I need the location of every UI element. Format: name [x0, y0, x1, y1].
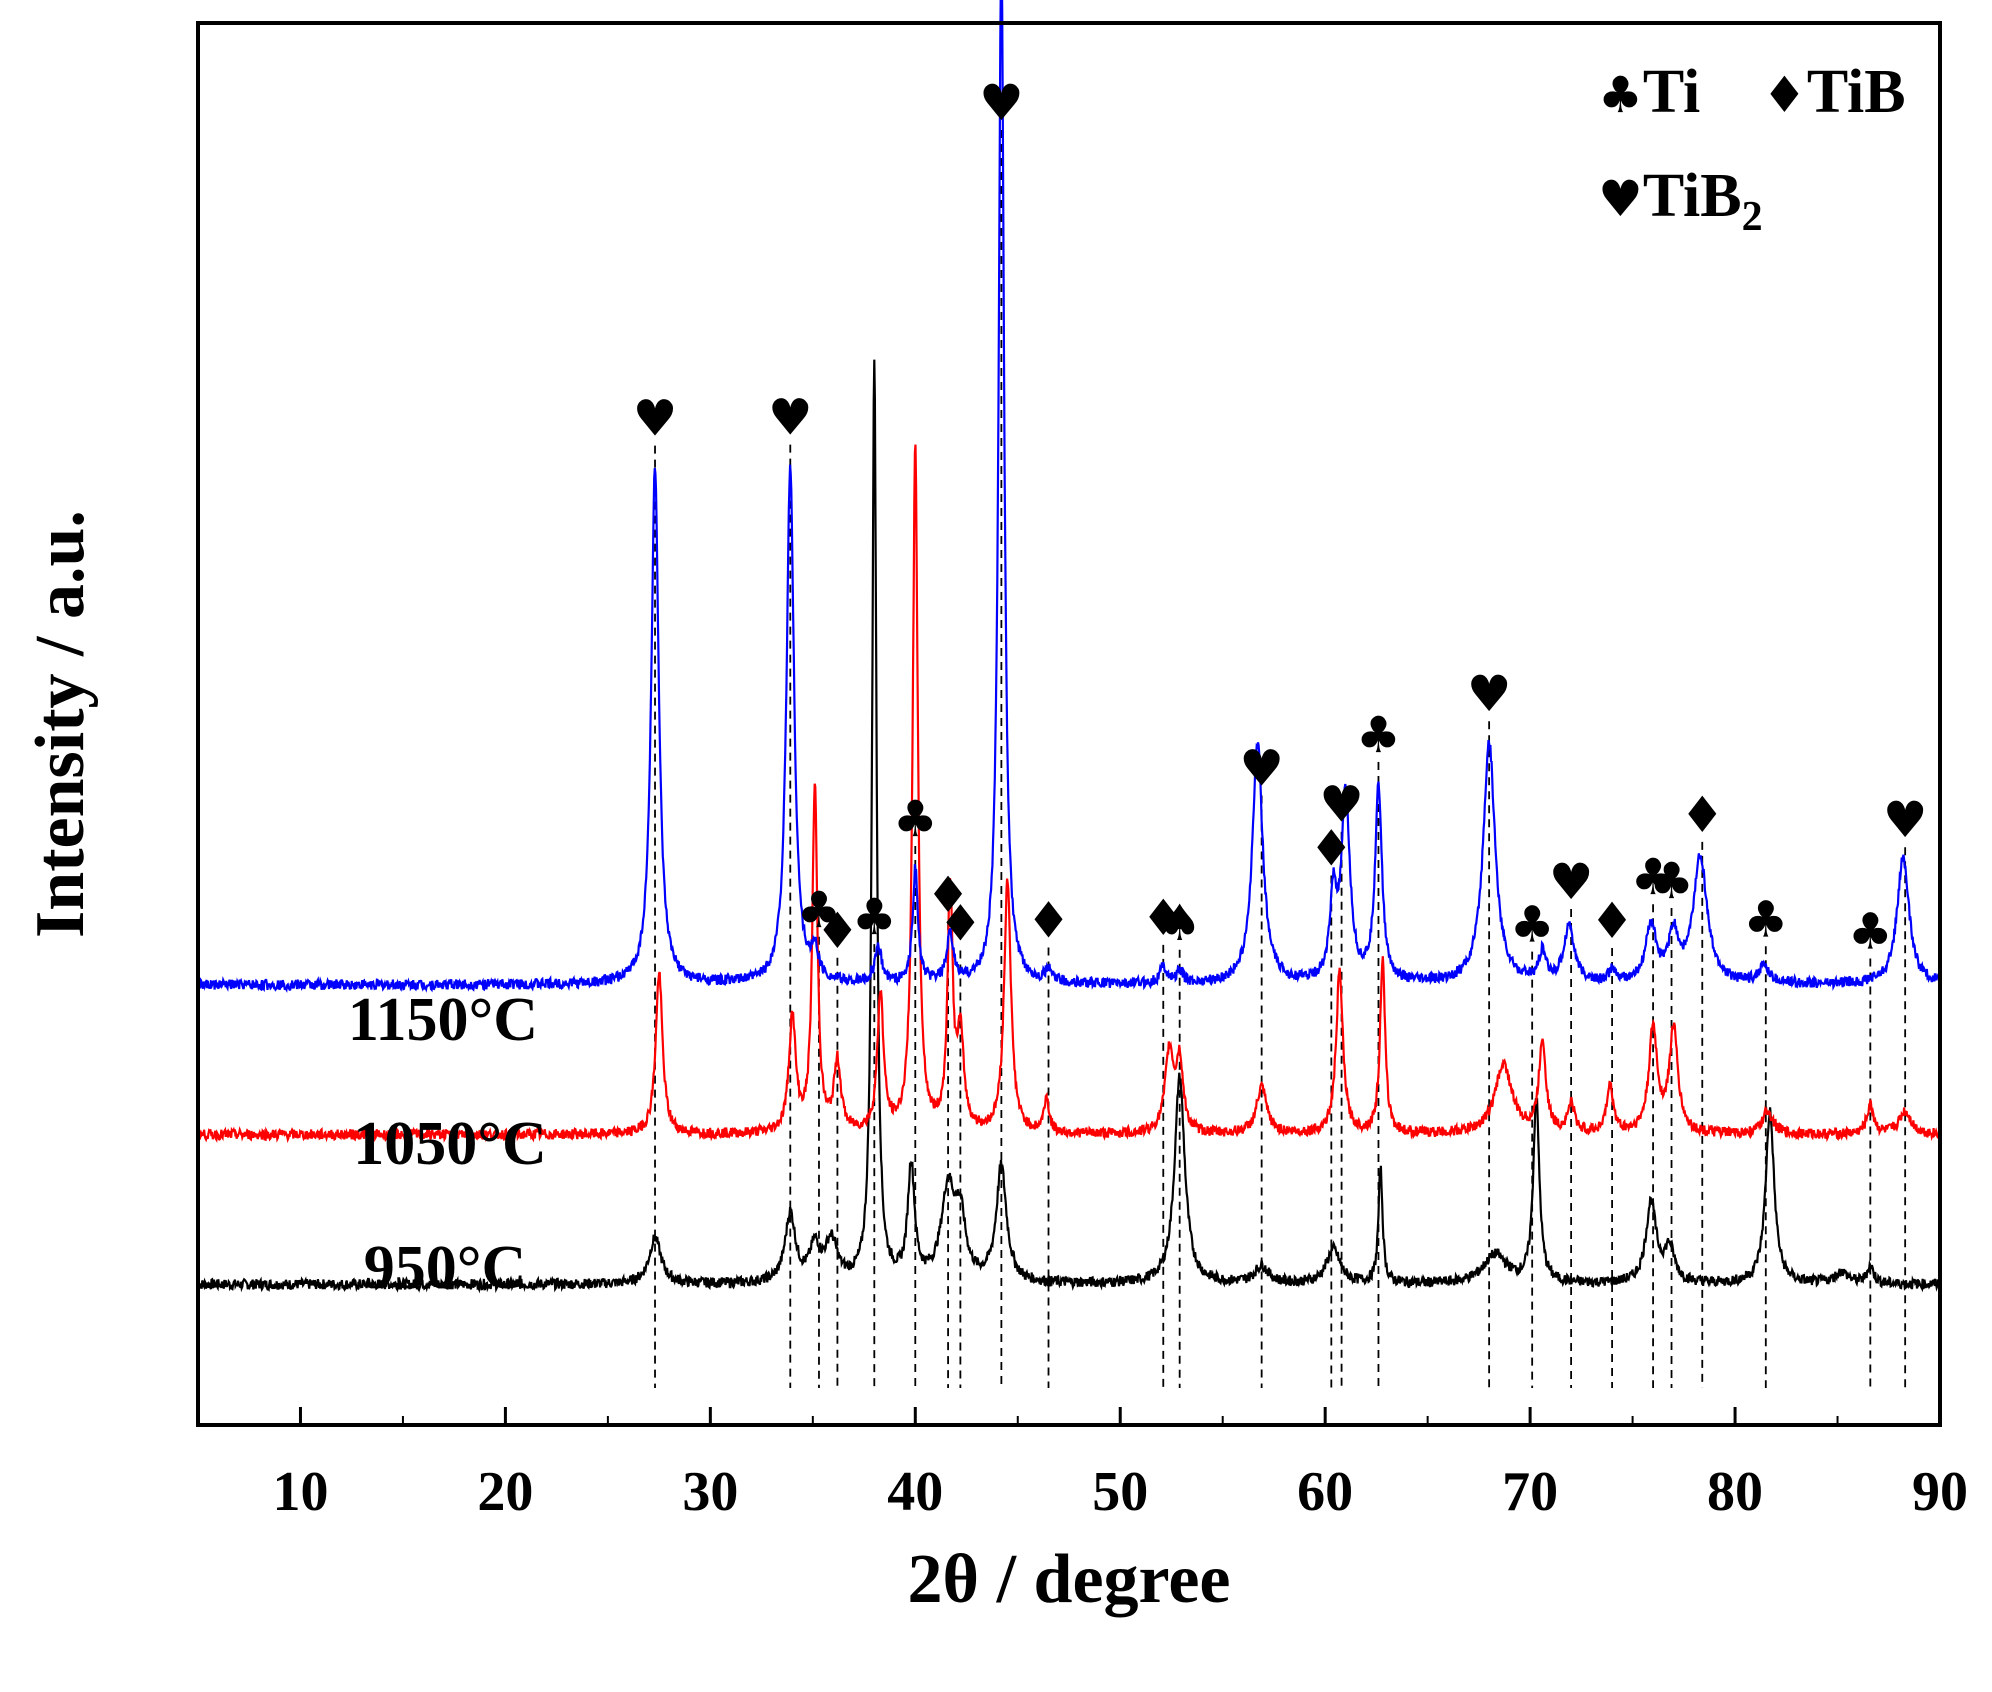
legend: ♣Ti ♦TiB ♥TiB2 — [1598, 58, 1906, 240]
peak-marker: ♦ — [1309, 820, 1354, 878]
peak-marker: ♣ — [1356, 706, 1401, 764]
x-tick-label: 40 — [887, 1461, 943, 1523]
peak-marker: ♥ — [1467, 665, 1512, 723]
peak-marker: ♣ — [1848, 902, 1893, 960]
series-line-1050c — [196, 444, 1941, 1144]
legend-entry-tib2: ♥TiB2 — [1598, 162, 1763, 240]
peak-marker: ♥ — [1239, 740, 1284, 798]
peak-marker: ♦ — [1141, 889, 1186, 947]
legend-label-tib2: TiB — [1643, 162, 1742, 230]
peak-marker: ♣ — [893, 790, 938, 848]
legend-entry-ti: ♣Ti — [1598, 58, 1700, 126]
plot-frame — [196, 21, 1942, 1427]
peak-marker: ♥ — [979, 74, 1024, 132]
x-tick-label: 90 — [1912, 1461, 1968, 1523]
peak-marker: ♥ — [1883, 791, 1928, 849]
peak-marker: ♣ — [1631, 848, 1676, 906]
peak-marker: ♦ — [1590, 892, 1635, 950]
peak-marker: ♥ — [1549, 853, 1594, 911]
legend-subscript: 2 — [1742, 194, 1763, 240]
y-axis-title: Intensity / a.u. — [22, 510, 99, 938]
series-line-1150c — [197, 0, 1941, 994]
series-traces — [196, 0, 1941, 1294]
peak-marker: ♥ — [1319, 776, 1364, 834]
diamond-icon: ♦ — [1762, 66, 1807, 124]
x-tick-label: 60 — [1297, 1461, 1353, 1523]
peak-marker: ♥ — [633, 390, 678, 448]
peak-marker: ♦ — [815, 902, 860, 960]
legend-label-tib: TiB — [1807, 58, 1906, 126]
series-line-950c — [197, 359, 1941, 1294]
legend-label-ti: Ti — [1643, 58, 1700, 126]
peak-marker: ♦ — [926, 866, 971, 924]
peak-marker: ♣ — [1743, 890, 1788, 948]
x-tick-label: 80 — [1707, 1461, 1763, 1523]
peak-marker: ♣ — [797, 881, 842, 939]
series-label-1150c: 1150°C — [348, 986, 538, 1054]
peak-marker: ♥ — [768, 389, 813, 447]
x-axis-title: 2θ / degree — [908, 1541, 1231, 1618]
peak-marker: ♦ — [1026, 892, 1071, 950]
x-tick-label: 20 — [477, 1461, 533, 1523]
peak-marker: ♣ — [1649, 852, 1694, 910]
club-icon: ♣ — [1598, 66, 1643, 124]
x-tick-label: 70 — [1502, 1461, 1558, 1523]
legend-entry-tib: ♦TiB — [1762, 58, 1906, 126]
x-tick-label: 10 — [272, 1461, 328, 1523]
series-labels: 950°C 1050°C 1150°C — [348, 986, 547, 1302]
series-label-950c: 950°C — [364, 1234, 527, 1302]
peak-marker: ♣ — [1510, 896, 1555, 954]
peak-marker: ♦ — [938, 895, 983, 953]
series-label-1050c: 1050°C — [353, 1110, 547, 1178]
x-tick-label: 30 — [682, 1461, 738, 1523]
heart-icon: ♥ — [1598, 170, 1643, 228]
peak-markers: ♥ ♥♣♦♣♣♦♦♥♦ ♦♠♥♦♥♣♥♣♥♦♣♣♦♣ ♣♥ — [633, 74, 1928, 960]
peak-marker: ♣ — [852, 888, 897, 946]
x-tick-label: 50 — [1092, 1461, 1148, 1523]
peak-marker: ♦ — [1680, 786, 1725, 844]
x-axis-ticks: 10 20 30 40 50 60 70 80 90 — [197, 1407, 1968, 1523]
peak-marker: ♠ — [1157, 894, 1202, 952]
